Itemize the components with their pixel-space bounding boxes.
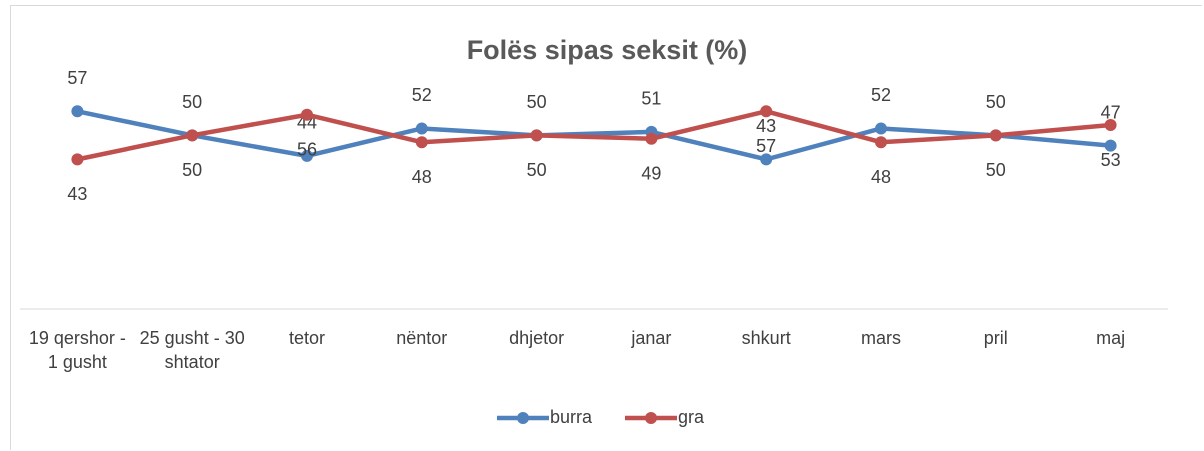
chart-title: Folës sipas seksit (%) — [467, 35, 748, 65]
legend-label: gra — [678, 407, 705, 427]
x-tick-label: 25 gusht - 30 shtator — [139, 328, 245, 372]
data-label: 50 — [986, 160, 1006, 180]
data-label: 50 — [986, 92, 1006, 112]
data-label: 43 — [756, 116, 776, 136]
x-tick-label: 19 qershor - 1 gusht — [28, 328, 126, 372]
legend-marker — [517, 412, 529, 424]
marker — [530, 129, 543, 142]
x-tick-label: maj — [1096, 328, 1126, 348]
x-tick-label: janar — [631, 328, 672, 348]
chart-frame — [10, 5, 1202, 450]
marker — [186, 129, 199, 142]
data-label: 51 — [641, 89, 661, 109]
data-label: 48 — [871, 167, 891, 187]
x-tick-label: mars — [861, 328, 901, 348]
x-tick-label: nëntor — [396, 328, 448, 348]
x-tick-label: pril — [983, 328, 1008, 348]
marker — [645, 132, 658, 145]
data-label: 48 — [412, 167, 432, 187]
data-label: 56 — [297, 139, 317, 159]
x-tick-label: shkurt — [741, 328, 791, 348]
data-label: 57 — [756, 136, 776, 156]
marker — [71, 153, 84, 166]
x-tick-label: tetor — [288, 328, 326, 348]
marker — [760, 153, 773, 166]
data-label: 47 — [1101, 102, 1121, 122]
data-label: 49 — [641, 164, 661, 184]
marker — [989, 129, 1002, 142]
marker — [71, 105, 84, 118]
data-label: 52 — [871, 85, 891, 105]
data-label: 43 — [67, 184, 87, 204]
data-label: 52 — [412, 85, 432, 105]
marker — [875, 122, 887, 135]
data-label: 50 — [527, 92, 547, 112]
legend-label: burra — [550, 407, 593, 427]
marker — [415, 136, 428, 149]
x-tick-label: dhjetor — [509, 328, 565, 348]
line-series — [76, 109, 1111, 162]
marker — [875, 136, 887, 149]
marker — [1104, 119, 1117, 132]
data-label: 50 — [182, 92, 202, 112]
data-label: 50 — [182, 160, 202, 180]
marker — [301, 149, 313, 162]
data-label: 50 — [527, 160, 547, 180]
marker — [301, 108, 313, 121]
marker — [760, 105, 773, 118]
data-label: 53 — [1101, 150, 1121, 170]
line-series — [76, 109, 1111, 162]
legend-marker — [645, 412, 657, 424]
data-label: 57 — [67, 68, 87, 88]
marker — [415, 122, 428, 135]
marker — [1104, 139, 1117, 152]
